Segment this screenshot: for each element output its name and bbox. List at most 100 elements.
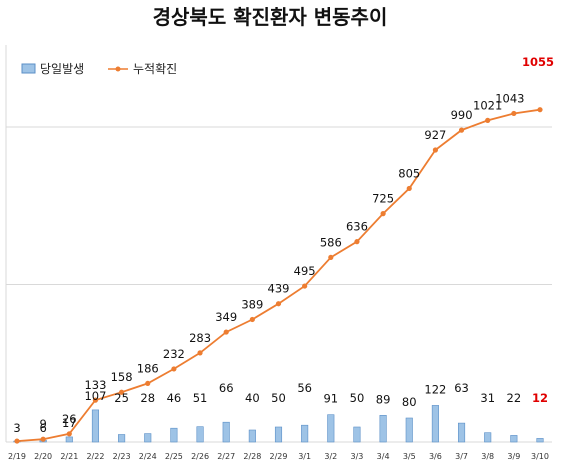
cumulative-label-2/20: 9 xyxy=(39,417,46,431)
bar-2/27 xyxy=(222,421,230,443)
daily-label-3/3: 50 xyxy=(350,391,365,405)
bar-2/25 xyxy=(170,427,178,443)
bar-2/22 xyxy=(91,409,99,443)
legend-line-marker xyxy=(115,66,121,72)
x-tick-3/4: 3/4 xyxy=(377,452,390,461)
x-tick-2/27: 2/27 xyxy=(217,452,235,461)
cumulative-label-2/28: 389 xyxy=(241,297,263,311)
cumulative-label-2/19: 3 xyxy=(13,421,20,435)
cumulative-label-2/29: 439 xyxy=(268,282,290,296)
cumulative-label-3/7: 990 xyxy=(451,108,473,122)
x-tick-3/1: 3/1 xyxy=(298,452,311,461)
point-3/9 xyxy=(511,110,517,117)
cumulative-label-3/10: 1055 xyxy=(522,55,554,69)
point-3/1 xyxy=(302,283,308,289)
daily-label-2/24: 28 xyxy=(140,391,155,405)
x-tick-2/26: 2/26 xyxy=(191,452,209,461)
point-2/28 xyxy=(249,316,255,323)
bar-2/24 xyxy=(144,433,152,443)
cumulative-label-3/8: 1021 xyxy=(473,98,502,112)
cumulative-label-2/22: 133 xyxy=(84,378,106,392)
daily-label-3/8: 31 xyxy=(480,391,495,405)
x-tick-3/7: 3/7 xyxy=(455,452,468,461)
x-tick-3/9: 3/9 xyxy=(507,452,520,461)
x-tick-3/3: 3/3 xyxy=(351,452,364,461)
chart-title: 경상북도 확진환자 변동추이 xyxy=(153,5,388,29)
point-2/22 xyxy=(92,397,99,403)
cumulative-label-2/21: 26 xyxy=(62,412,77,426)
x-tick-3/2: 3/2 xyxy=(324,452,337,461)
bar-3/8 xyxy=(484,432,492,443)
x-tick-2/20: 2/20 xyxy=(34,452,52,461)
x-tick-2/23: 2/23 xyxy=(113,452,131,461)
cumulative-label-3/6: 927 xyxy=(424,128,446,142)
cumulative-label-3/3: 636 xyxy=(346,220,368,234)
daily-label-2/26: 51 xyxy=(193,391,208,405)
legend-bar-swatch xyxy=(21,63,36,74)
x-tick-2/19: 2/19 xyxy=(8,452,26,461)
point-3/5 xyxy=(406,185,412,192)
legend: 당일발생 누적확진 xyxy=(21,62,177,76)
daily-label-2/28: 40 xyxy=(245,391,260,405)
bar-2/29 xyxy=(274,426,283,443)
point-2/27 xyxy=(223,329,229,335)
x-tick-3/8: 3/8 xyxy=(481,452,494,461)
daily-label-3/7: 63 xyxy=(454,381,469,395)
daily-label-3/5: 80 xyxy=(402,395,417,409)
daily-label-2/20: 6 xyxy=(39,421,46,435)
daily-label-2/25: 46 xyxy=(167,391,182,405)
daily-label-3/2: 91 xyxy=(323,392,338,406)
daily-label-2/27: 66 xyxy=(219,381,234,395)
point-2/25 xyxy=(171,366,177,372)
point-3/6 xyxy=(432,147,438,153)
point-2/20 xyxy=(40,436,46,442)
x-tick-2/28: 2/28 xyxy=(243,452,261,461)
point-2/26 xyxy=(197,350,203,356)
bar-3/9 xyxy=(510,435,518,443)
point-2/24 xyxy=(145,380,151,387)
daily-label-3/4: 89 xyxy=(376,392,391,406)
legend-line-label: 누적확진 xyxy=(133,62,177,76)
daily-label-3/6: 122 xyxy=(424,382,446,396)
legend-bar-label: 당일발생 xyxy=(40,62,84,76)
point-3/7 xyxy=(458,127,465,133)
cumulative-label-2/27: 349 xyxy=(215,310,237,324)
cumulative-label-2/24: 186 xyxy=(137,361,159,375)
cumulative-label-3/5: 805 xyxy=(398,166,420,180)
point-3/3 xyxy=(354,239,360,245)
x-tick-2/29: 2/29 xyxy=(270,452,288,461)
bar-3/6 xyxy=(431,405,439,443)
cumulative-label-3/9: 1043 xyxy=(495,91,524,105)
cumulative-label-2/23: 158 xyxy=(111,370,133,384)
point-3/4 xyxy=(380,211,386,217)
data-labels: 3 9 26133158186232283349389439495586636725… xyxy=(13,55,554,435)
x-tick-2/25: 2/25 xyxy=(165,452,183,461)
point-3/8 xyxy=(485,117,491,123)
x-tick-2/24: 2/24 xyxy=(139,452,157,461)
x-tick-2/21: 2/21 xyxy=(60,452,78,461)
bar-3/2 xyxy=(327,414,335,443)
point-2/23 xyxy=(119,389,125,395)
bar-2/28 xyxy=(248,429,256,443)
daily-label-3/10: 12 xyxy=(532,391,548,405)
bar-2/21 xyxy=(65,436,73,443)
daily-label-2/29: 50 xyxy=(271,391,286,405)
x-axis-ticks: 2/19 2/20 2/21 2/22 2/23 2/24 2/25 2/26 2/27 2/28… xyxy=(8,452,549,461)
bar-3/7 xyxy=(457,422,466,443)
cumulative-label-3/1: 495 xyxy=(294,264,316,278)
bar-3/3 xyxy=(353,426,361,443)
daily-bars xyxy=(13,405,544,443)
x-tick-3/5: 3/5 xyxy=(403,452,416,461)
cumulative-label-3/4: 725 xyxy=(372,192,394,206)
daily-label-3/9: 22 xyxy=(507,391,522,405)
daily-label-2/22: 107 xyxy=(84,389,106,403)
cumulative-line xyxy=(14,107,543,444)
bar-3/1 xyxy=(301,424,309,443)
point-2/29 xyxy=(275,301,282,307)
daily-label-2/23: 25 xyxy=(114,391,129,405)
point-3/2 xyxy=(328,254,334,261)
bar-2/26 xyxy=(196,426,204,443)
cumulative-label-2/25: 232 xyxy=(163,347,185,361)
